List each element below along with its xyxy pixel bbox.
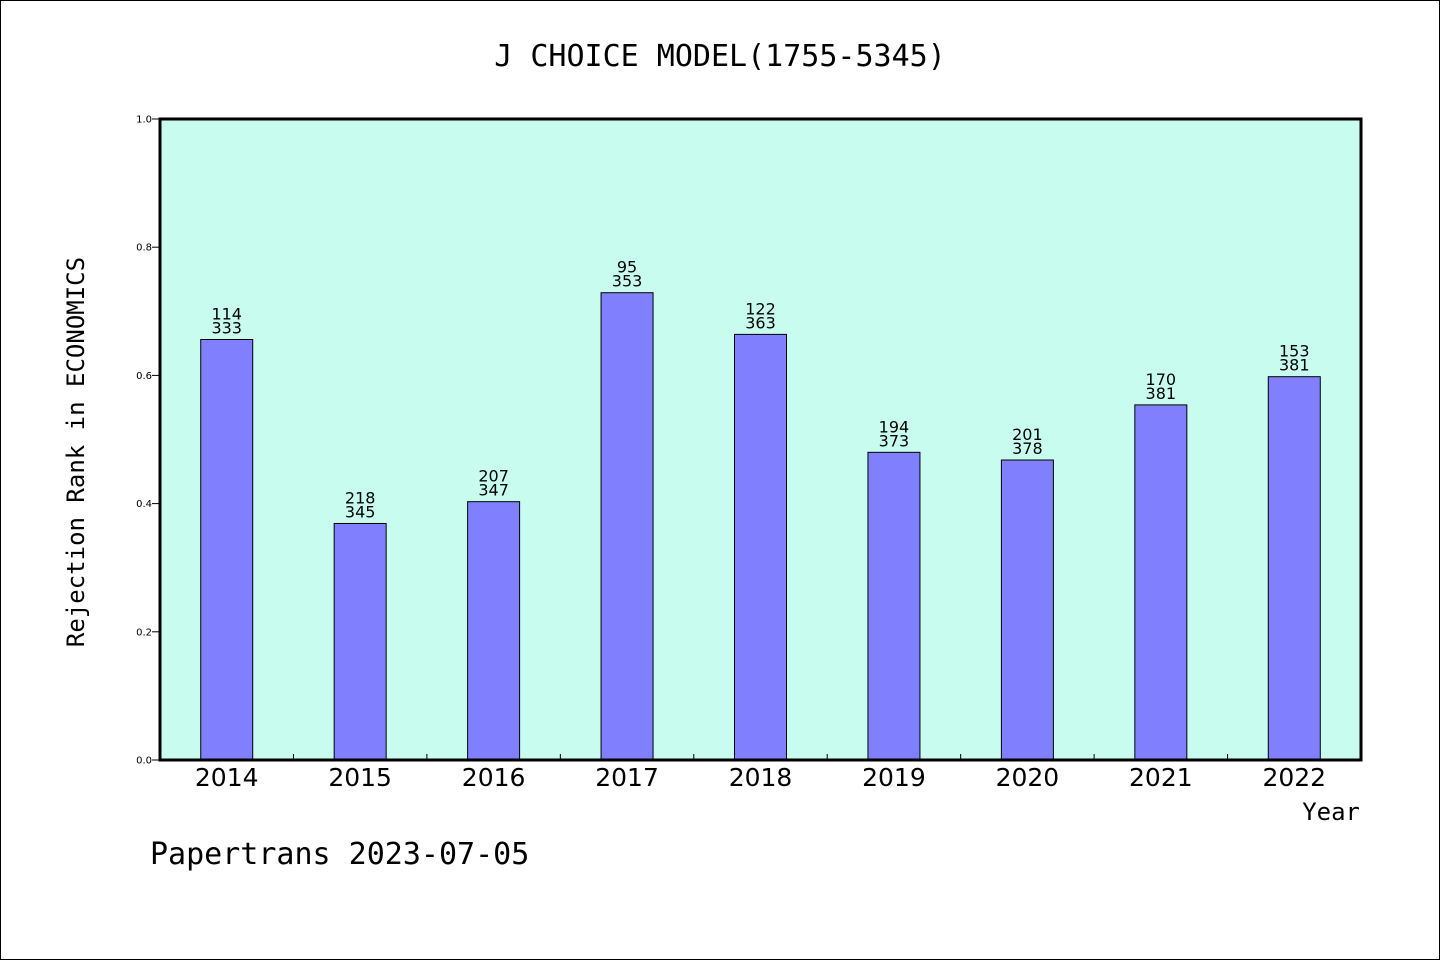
- y-tick-label: 0.0: [136, 756, 152, 767]
- data-label-top: 95: [617, 258, 637, 277]
- data-label-top: 207: [478, 467, 509, 486]
- data-label-top: 114: [211, 305, 242, 324]
- bar-2022: [1267, 376, 1321, 761]
- y-tick-label: 0.4: [136, 499, 152, 510]
- bar-2020: [1000, 459, 1054, 761]
- data-label-bottom: 363: [745, 313, 776, 332]
- bar-2017: [600, 292, 654, 761]
- y-axis-label: Rejection Rank in ECONOMICS: [62, 257, 90, 647]
- y-tick-label: 0.6: [136, 371, 152, 382]
- x-tick-label: 2020: [996, 763, 1060, 792]
- bar-2016: [467, 501, 521, 761]
- x-tick-label: 2021: [1129, 763, 1193, 792]
- data-label-bottom: 347: [478, 481, 509, 500]
- data-label-bottom: 381: [1146, 384, 1177, 403]
- y-tick-label: 0.8: [136, 243, 152, 254]
- data-label-top: 218: [345, 488, 376, 507]
- data-label-top: 153: [1279, 342, 1310, 361]
- data-label-top: 170: [1146, 370, 1177, 389]
- y-tick-label: 1.0: [136, 115, 152, 126]
- x-tick-label: 2019: [862, 763, 926, 792]
- x-tick-label: 2016: [462, 763, 526, 792]
- x-tick-label: 2014: [195, 763, 259, 792]
- data-label-bottom: 333: [211, 319, 242, 338]
- x-tick-label: 2015: [328, 763, 392, 792]
- data-label-top: 194: [879, 417, 910, 436]
- x-axis-ticks: 2014 2015 2016 2017 2018 2019 2020 2021 2022: [195, 754, 1326, 792]
- data-label-top: 122: [745, 299, 776, 318]
- y-axis-ticks: 0.0 0.2 0.4 0.6 0.8 1.0: [136, 115, 160, 767]
- y-tick-label: 0.2: [136, 627, 152, 638]
- bar-2018: [734, 333, 787, 761]
- bar-2021: [1134, 404, 1188, 761]
- x-axis-label: Year: [1302, 798, 1360, 826]
- data-label-bottom: 373: [879, 431, 910, 450]
- data-label-bottom: 353: [612, 272, 643, 291]
- x-tick-label: 2017: [595, 763, 659, 792]
- bars: [200, 292, 1321, 761]
- x-tick-label: 2018: [729, 763, 793, 792]
- bar-2015: [333, 522, 387, 761]
- data-label-bottom: 381: [1279, 356, 1310, 375]
- data-label-bottom: 345: [345, 502, 376, 521]
- footer-text: Papertrans 2023-07-05: [150, 837, 529, 872]
- plot-border: [158, 117, 1363, 762]
- bar-2019: [867, 451, 921, 761]
- data-label-bottom: 378: [1012, 439, 1043, 458]
- x-tick-label: 2022: [1262, 763, 1326, 792]
- bar-2014: [200, 339, 254, 761]
- data-label-top: 201: [1012, 425, 1043, 444]
- chart-title: J CHOICE MODEL(1755-5345): [494, 39, 946, 74]
